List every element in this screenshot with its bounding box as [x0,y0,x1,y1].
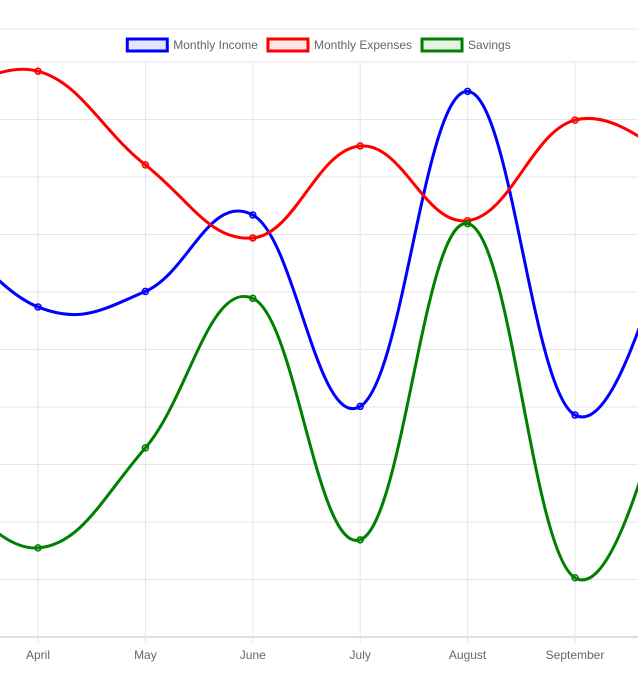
data-point [249,294,257,303]
legend-swatch [420,37,464,53]
data-point [34,303,42,311]
x-tick-label: September [546,648,605,662]
data-point [141,444,150,452]
x-tick-label: August [449,648,487,662]
legend-swatch [125,37,169,53]
legend: Monthly Income Monthly Expenses Savings [125,37,511,53]
data-point [356,536,364,544]
legend-label: Monthly Income [173,38,258,52]
data-point [356,142,364,150]
legend-swatch [266,37,310,53]
data-point [141,161,150,169]
data-point [463,219,472,228]
data-point [249,211,257,219]
x-axis: April May June July August September [26,648,604,662]
data-point [571,116,579,124]
data-point [463,87,472,96]
x-tick-label: June [240,648,266,662]
x-tick-label: April [26,648,50,662]
data-point [356,402,364,411]
series-line [0,67,638,240]
data-point [249,234,257,242]
series-monthly-income [0,87,638,419]
series-savings [0,219,638,582]
series-line [0,89,638,419]
data-point [34,544,42,552]
data-point [571,574,579,582]
data-point [34,67,42,75]
x-tick-label: July [350,648,371,662]
legend-label: Savings [468,38,511,52]
grid [0,61,638,643]
data-point [571,411,579,419]
x-tick-label: May [134,648,157,662]
series-group [0,67,638,582]
series-monthly-expenses [0,67,638,242]
legend-label: Monthly Expenses [314,38,412,52]
data-point [141,287,150,296]
series-line [0,222,638,582]
